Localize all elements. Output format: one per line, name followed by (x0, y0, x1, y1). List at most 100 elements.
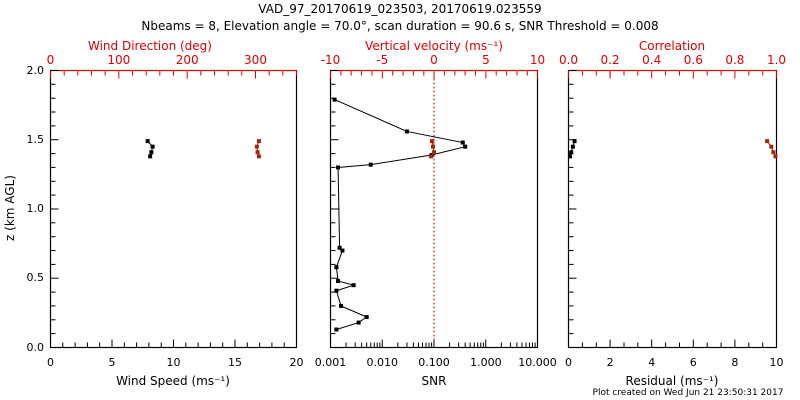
data-point-marker (364, 315, 369, 320)
panel-wind-bottom-tick-label: 15 (228, 356, 242, 369)
panel-snr-bottom-tick-label: 0.010 (367, 356, 399, 369)
data-point-marker (149, 150, 154, 155)
y-tick-label: 0.5 (27, 271, 45, 284)
data-point-marker (336, 165, 341, 170)
y-tick-label: 2.0 (27, 64, 45, 77)
data-point-marker (336, 279, 341, 284)
data-point-marker (771, 150, 776, 155)
panel-residual-top-tick-label: 0.6 (684, 53, 703, 67)
data-point-marker (145, 139, 150, 144)
panel-wind-bottom-ticks (50, 339, 297, 348)
panel-snr-top-tick-label: 10 (530, 53, 545, 67)
page-title: VAD_97_20170619_023503, 20170619.023559 (258, 2, 541, 16)
panel-wind-top-tick-label: 0 (47, 53, 55, 67)
data-point-marker (334, 288, 339, 293)
data-point-marker (404, 129, 409, 134)
series-line (256, 140, 260, 157)
data-point-marker (567, 154, 572, 159)
panel-wind-bottom-tick-label: 5 (109, 356, 116, 369)
data-point-marker (150, 144, 155, 149)
panel-wind-bottom-tick-label: 20 (290, 356, 304, 369)
y-axis-label: z (km AGL) (3, 175, 17, 241)
panel-wind-top-tick-label: 200 (176, 53, 199, 67)
page-subtitle: Nbeams = 8, Elevation angle = 70.0°, sca… (141, 19, 658, 33)
panel-residual-bottom-tick-label: 6 (690, 356, 697, 369)
panel-snr-top-tick-label: 5 (482, 53, 490, 67)
data-point-marker (340, 248, 345, 253)
panel-wind-top-ticks (50, 70, 297, 79)
data-point-marker (255, 150, 260, 155)
panel-residual-bottom-tick-label: 0 (565, 356, 572, 369)
series-line (334, 99, 466, 330)
panel-residual: 0.0 0.2 0.4 0.6 0.8 1.0 Correlation (559, 39, 786, 388)
panel-residual-top-ticks (568, 70, 777, 79)
y-tick-label: 1.0 (27, 202, 45, 215)
panel-residual-bottom-tick-label: 4 (648, 356, 655, 369)
panel-snr: -10 -5 0 5 10 Vertical velocity (ms⁻¹) (315, 39, 557, 388)
panel-snr-y-ticks (330, 70, 339, 348)
panel-snr-top-axis-label: Vertical velocity (ms⁻¹) (365, 39, 503, 53)
panel-snr-bottom-axis-label: SNR (422, 374, 447, 388)
panel-residual-bottom-tick-label: 2 (607, 356, 614, 369)
data-point-marker (460, 140, 465, 145)
panel-wind-bottom-tick-label: 0 (47, 356, 54, 369)
series-line (147, 140, 154, 157)
data-point-marker (334, 265, 339, 270)
panel-residual-bottom-tick-label: 10 (770, 356, 784, 369)
data-point-marker (765, 139, 770, 144)
panel-residual-top-tick-label: 0.8 (725, 53, 744, 67)
panel-wind-top-axis-label: Wind Direction (deg) (88, 39, 212, 53)
panel-wind: 0 100 200 300 Wind Direction (deg) (47, 39, 304, 388)
data-point-marker (572, 139, 577, 144)
panel-snr-bottom-tick-label: 0.100 (418, 356, 450, 369)
panel-wind-series (145, 139, 261, 159)
series-line (569, 140, 576, 157)
y-tick-label: 0.0 (27, 341, 45, 354)
panel-snr-series (332, 97, 468, 332)
data-point-marker (432, 150, 436, 155)
y-tick-label: 1.5 (27, 133, 45, 146)
panel-residual-top-tick-label: 0.4 (642, 53, 661, 67)
series-line (766, 140, 776, 157)
data-point-marker (569, 150, 574, 155)
panel-wind-top-tick-label: 300 (244, 53, 267, 67)
panel-wind-y-ticks (50, 70, 59, 348)
data-point-marker (332, 97, 337, 102)
panel-residual-bottom-tick-label: 8 (731, 356, 738, 369)
data-point-marker (254, 144, 259, 149)
panel-snr-bottom-tick-label: 0.001 (315, 356, 347, 369)
data-point-marker (368, 162, 373, 167)
data-point-marker (334, 327, 339, 332)
panel-snr-top-tick-label: 0 (430, 53, 438, 67)
plot-created-timestamp: Plot created on Wed Jun 21 23:50:31 2017 (593, 388, 784, 398)
data-point-marker (256, 154, 261, 159)
panel-snr-top-tick-label: -10 (321, 53, 341, 67)
panel-residual-series (567, 139, 778, 159)
panel-wind-top-tick-label: 100 (107, 53, 130, 67)
panel-residual-y-ticks (568, 70, 577, 348)
data-point-marker (428, 154, 433, 159)
panel-snr-bottom-ticks (330, 339, 538, 348)
panel-snr-bottom-tick-label: 10.000 (518, 356, 557, 369)
data-point-marker (773, 154, 778, 159)
data-point-marker (356, 320, 361, 325)
panel-wind-bottom-axis-label: Wind Speed (ms⁻¹) (116, 374, 230, 388)
panel-residual-bottom-ticks (568, 339, 777, 348)
data-point-marker (339, 303, 344, 308)
panel-residual-bottom-axis-label: Residual (ms⁻¹) (626, 374, 719, 388)
data-point-marker (351, 283, 356, 288)
panel-residual-top-tick-label: 0.2 (601, 53, 620, 67)
panel-wind-frame (49, 69, 298, 349)
data-point-marker (148, 154, 153, 159)
panel-residual-top-tick-label: 0.0 (559, 53, 578, 67)
data-point-marker (463, 144, 468, 149)
panel-snr-top-tick-label: -5 (376, 53, 388, 67)
data-point-marker (337, 245, 342, 250)
data-point-marker (769, 144, 774, 149)
panel-residual-top-axis-label: Correlation (639, 39, 705, 53)
panel-residual-frame (567, 69, 778, 349)
series-line (430, 141, 435, 157)
data-point-marker (570, 144, 575, 149)
